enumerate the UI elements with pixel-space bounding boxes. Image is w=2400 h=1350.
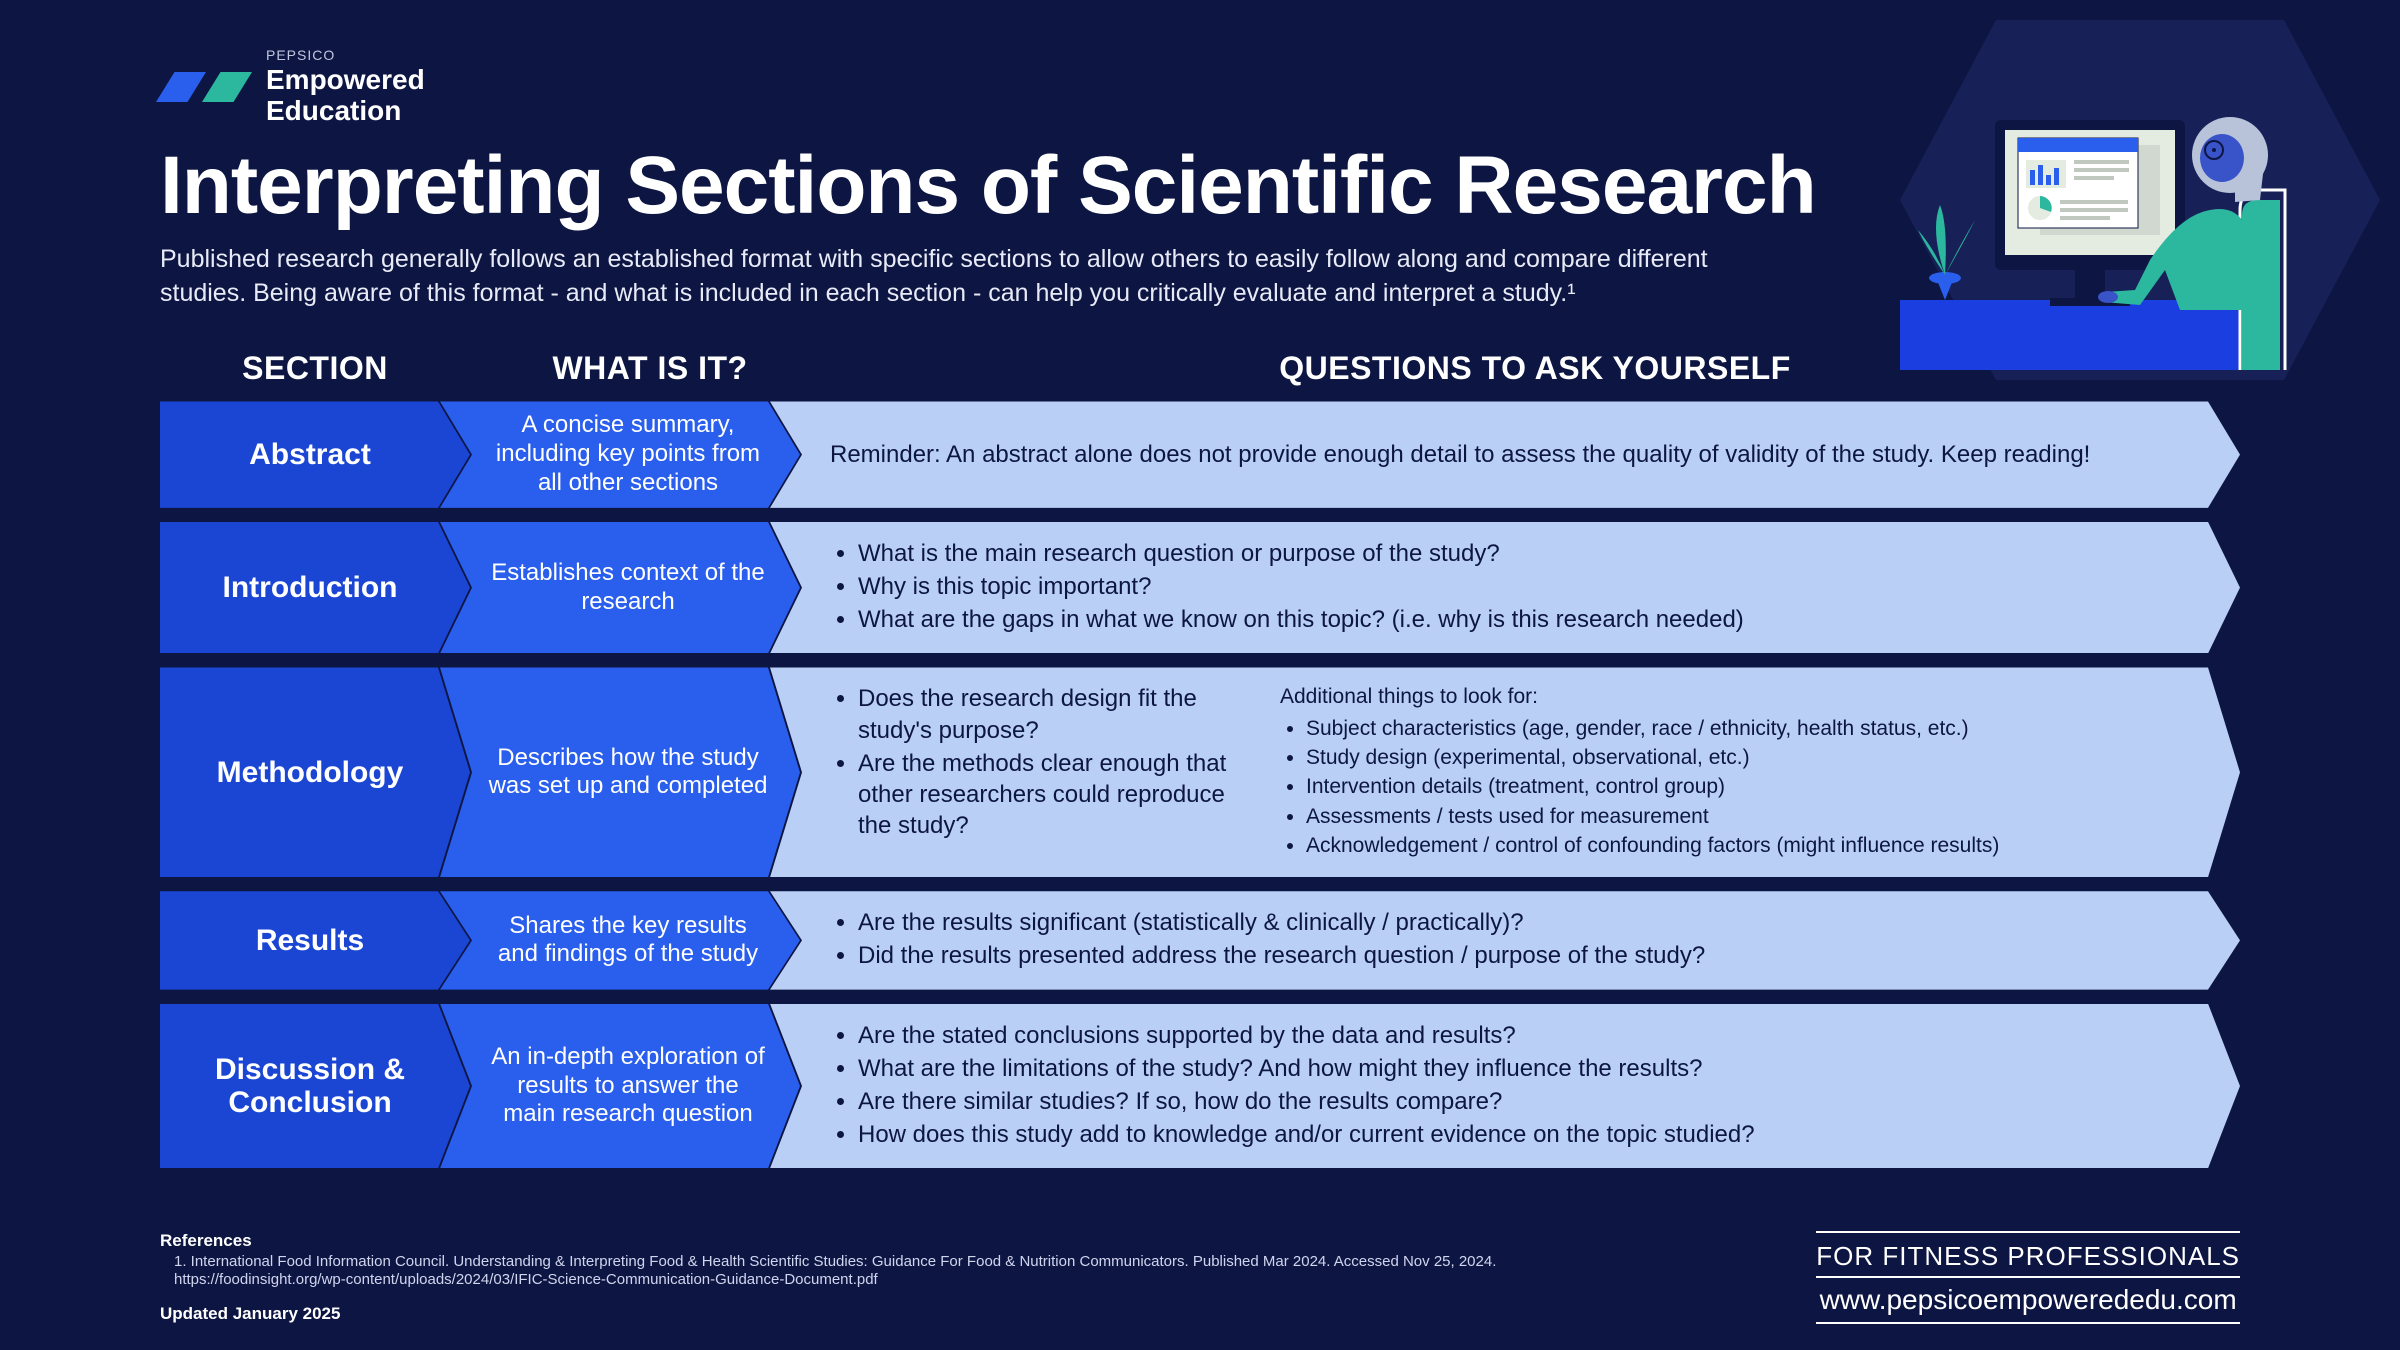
question-item: How does this study add to knowledge and… [858, 1119, 1755, 1150]
footer-right: FOR FITNESS PROFESSIONALS www.pepsicoemp… [1816, 1231, 2240, 1324]
section-name: Methodology [160, 667, 470, 877]
question-item: What are the limitations of the study? A… [858, 1053, 1755, 1084]
references-body: 1. International Food Information Counci… [160, 1253, 1660, 1291]
what-is-it: An in-depth exploration of results to an… [440, 1004, 800, 1169]
what-is-it: Shares the key results and findings of t… [440, 891, 800, 989]
brand-line1: Empowered [266, 65, 425, 96]
question-item: Are the results significant (statistical… [858, 907, 1705, 938]
question-item: Does the research design fit the study's… [858, 683, 1250, 745]
question-item: Are the methods clear enough that other … [858, 748, 1250, 842]
section-name: Results [160, 891, 470, 989]
additional-item: Subject characteristics (age, gender, ra… [1306, 715, 2190, 742]
table-row: IntroductionEstablishes context of the r… [160, 522, 2240, 654]
additional-item: Acknowledgement / control of confounding… [1306, 832, 2190, 859]
table-row: Discussion & ConclusionAn in-depth explo… [160, 1004, 2240, 1169]
questions: Reminder: An abstract alone does not pro… [770, 401, 2240, 507]
updated-date: Updated January 2025 [160, 1304, 1660, 1324]
what-is-it: Establishes context of the research [440, 522, 800, 654]
page-subtitle: Published research generally follows an … [160, 243, 1800, 311]
additional-title: Additional things to look for: [1280, 683, 2190, 710]
section-name: Introduction [160, 522, 470, 654]
footer-url: www.pepsicoempowerededu.com [1816, 1276, 2240, 1324]
additional-item: Assessments / tests used for measurement [1306, 803, 2190, 830]
logo-icon [160, 72, 248, 102]
question-item: What are the gaps in what we know on thi… [858, 604, 1744, 635]
what-is-it: Describes how the study was set up and c… [440, 667, 800, 877]
question-item: Are there similar studies? If so, how do… [858, 1086, 1755, 1117]
header-section: SECTION [160, 350, 470, 387]
questions: Are the results significant (statistical… [770, 891, 2240, 989]
rows-container: AbstractA concise summary, including key… [160, 401, 2240, 1168]
question-item: Why is this topic important? [858, 571, 1744, 602]
table-row: MethodologyDescribes how the study was s… [160, 667, 2240, 877]
question-item: Are the stated conclusions supported by … [858, 1020, 1755, 1051]
brand-company: PEPSICO [266, 48, 425, 63]
questions: What is the main research question or pu… [770, 522, 2240, 654]
what-is-it: A concise summary, including key points … [440, 401, 800, 507]
references: References 1. International Food Informa… [160, 1231, 1660, 1325]
table-row: AbstractA concise summary, including key… [160, 401, 2240, 507]
questions: Does the research design fit the study's… [770, 667, 2240, 877]
additional-item: Intervention details (treatment, control… [1306, 773, 2190, 800]
section-name: Abstract [160, 401, 470, 507]
footer-audience: FOR FITNESS PROFESSIONALS [1816, 1231, 2240, 1272]
additional-item: Study design (experimental, observationa… [1306, 744, 2190, 771]
table-row: ResultsShares the key results and findin… [160, 891, 2240, 989]
header-what: WHAT IS IT? [470, 350, 830, 387]
questions: Are the stated conclusions supported by … [770, 1004, 2240, 1169]
references-title: References [160, 1231, 1660, 1251]
question-item: What is the main research question or pu… [858, 538, 1744, 569]
question-item: Did the results presented address the re… [858, 940, 1705, 971]
section-name: Discussion & Conclusion [160, 1004, 470, 1169]
brand-line2: Education [266, 96, 425, 127]
header-illustration [1840, 30, 2340, 360]
